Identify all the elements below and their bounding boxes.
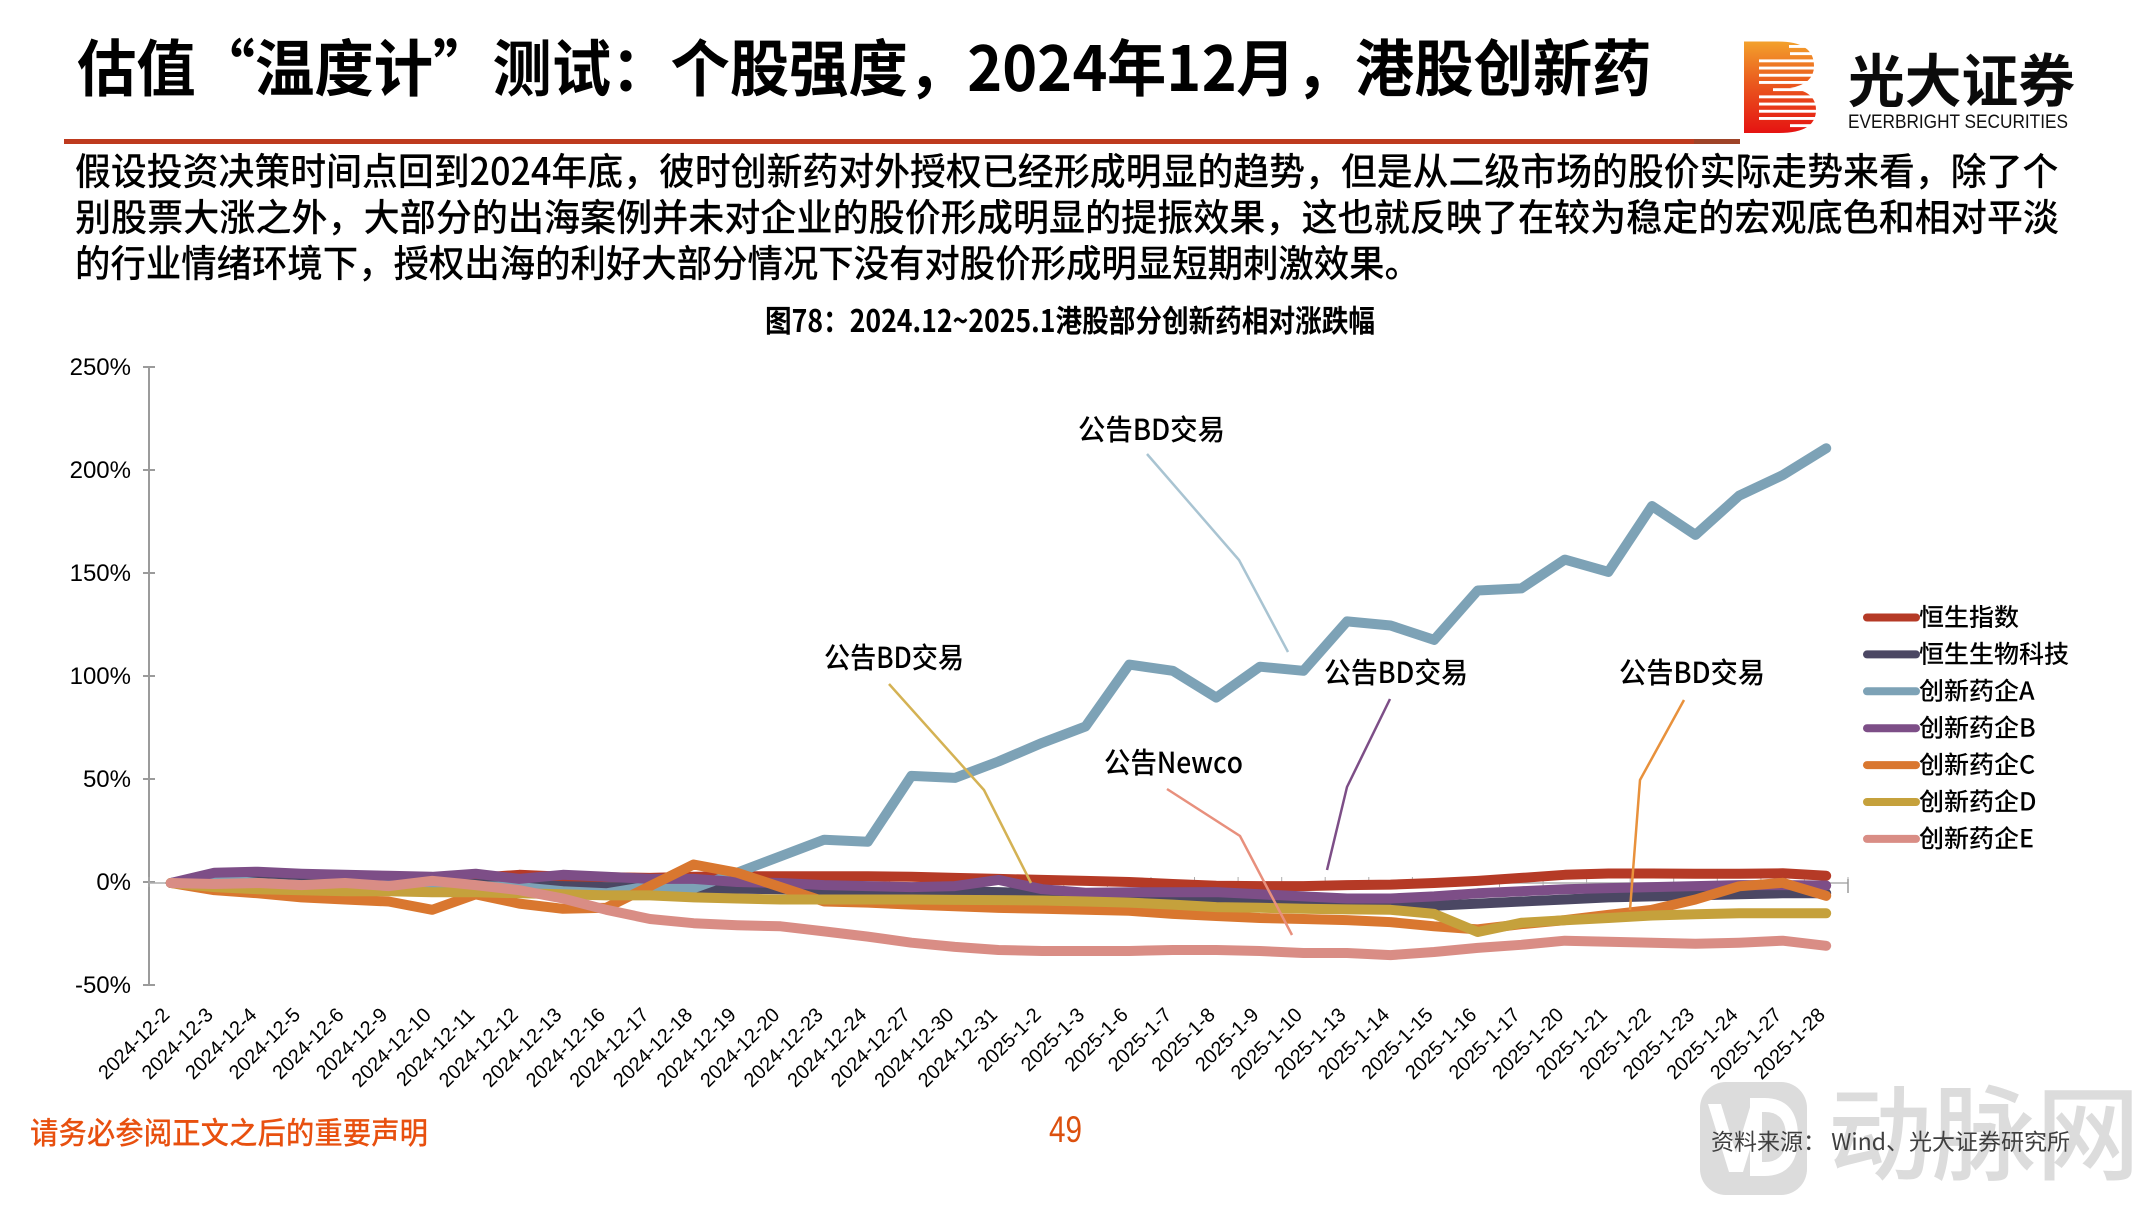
svg-text:250%: 250% — [70, 354, 131, 381]
svg-text:0%: 0% — [96, 869, 131, 896]
svg-text:200%: 200% — [70, 457, 131, 484]
svg-text:-50%: -50% — [75, 972, 131, 999]
svg-text:50%: 50% — [83, 766, 131, 793]
svg-text:150%: 150% — [70, 560, 131, 587]
svg-text:100%: 100% — [70, 663, 131, 690]
svg-text:EVERBRIGHT SECURITIES: EVERBRIGHT SECURITIES — [1848, 111, 2068, 133]
svg-text:49: 49 — [1049, 1109, 1082, 1150]
